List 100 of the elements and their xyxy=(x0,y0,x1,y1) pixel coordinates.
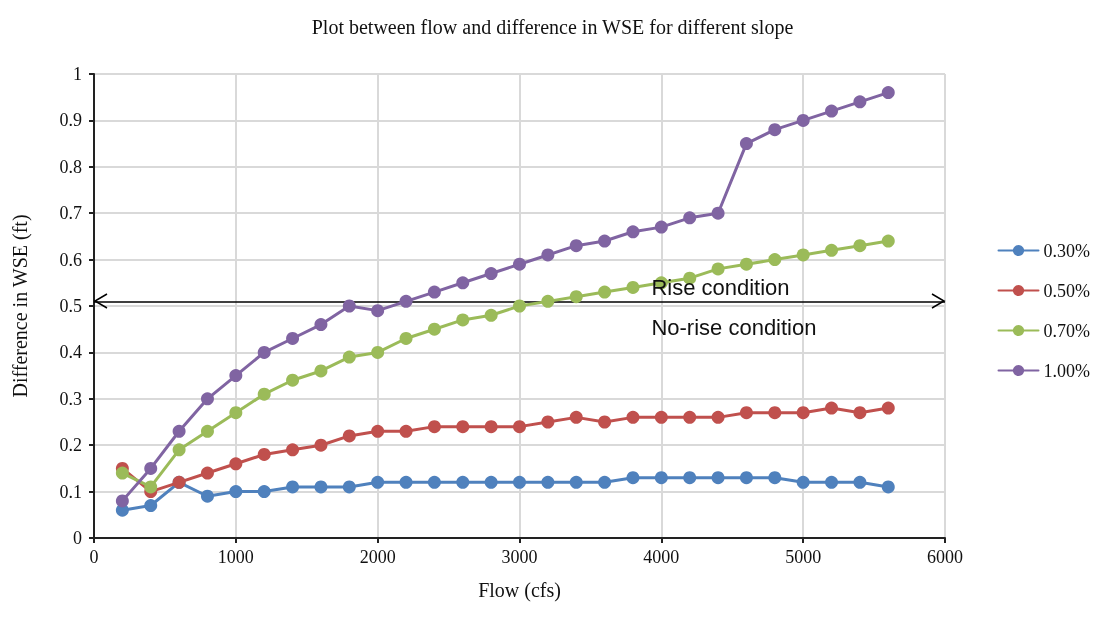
y-axis-title: Difference in WSE (ft) xyxy=(9,214,32,398)
x-tick-label: 0 xyxy=(89,547,99,567)
point xyxy=(427,322,441,336)
point xyxy=(144,461,158,475)
point xyxy=(881,401,895,415)
point xyxy=(626,471,640,485)
point xyxy=(853,95,867,109)
point xyxy=(314,480,328,494)
point xyxy=(569,410,583,424)
point xyxy=(711,262,725,276)
point xyxy=(626,225,640,239)
point xyxy=(739,257,753,271)
point xyxy=(200,489,214,503)
y-tick-label: 0.5 xyxy=(59,296,82,316)
point xyxy=(399,424,413,438)
x-tick-label: 5000 xyxy=(785,547,822,567)
y-tick-label: 0.1 xyxy=(59,481,82,502)
point xyxy=(654,220,668,234)
point xyxy=(513,420,526,434)
point xyxy=(626,280,640,294)
chart-title: Plot between flow and difference in WSE for different slope xyxy=(311,16,794,39)
point xyxy=(371,345,385,359)
x-tick-label: 1000 xyxy=(217,547,254,567)
point xyxy=(342,429,356,443)
y-tick-label: 0.9 xyxy=(59,110,82,131)
point xyxy=(399,475,413,489)
x-tick-label: 2000 xyxy=(359,547,396,567)
legend-label: 1.00% xyxy=(1043,360,1091,381)
point xyxy=(342,480,356,494)
point xyxy=(200,424,214,438)
point xyxy=(484,308,498,322)
point xyxy=(881,234,895,248)
point xyxy=(314,364,328,378)
point xyxy=(711,206,725,220)
point xyxy=(569,290,583,304)
point xyxy=(229,485,243,499)
point xyxy=(399,294,413,308)
point xyxy=(172,443,186,457)
legend-label: 0.70% xyxy=(1043,320,1091,341)
point xyxy=(796,406,810,420)
point xyxy=(427,420,441,434)
point xyxy=(314,438,328,452)
point xyxy=(427,285,441,299)
point xyxy=(427,475,441,489)
point xyxy=(257,345,271,359)
point xyxy=(825,475,839,489)
point xyxy=(399,331,413,345)
point xyxy=(484,475,498,489)
y-tick-label: 0.3 xyxy=(59,388,82,409)
point xyxy=(286,331,300,345)
point xyxy=(569,239,583,253)
y-tick-label: 0 xyxy=(73,528,82,548)
point xyxy=(541,475,555,489)
point xyxy=(371,475,385,489)
point xyxy=(598,415,612,429)
y-tick-label: 0.7 xyxy=(59,203,82,224)
point xyxy=(626,410,640,424)
x-tick-label: 6000 xyxy=(927,547,963,567)
y-tick-label: 1 xyxy=(73,64,82,84)
y-tick-label: 0.4 xyxy=(59,342,82,363)
point xyxy=(796,248,810,262)
point xyxy=(683,410,697,424)
point xyxy=(286,373,300,387)
point xyxy=(229,369,243,383)
point xyxy=(342,350,356,364)
point xyxy=(456,313,470,327)
y-tick-label: 0.8 xyxy=(59,156,82,177)
point xyxy=(342,299,356,313)
point xyxy=(513,257,526,271)
point xyxy=(739,406,753,420)
point xyxy=(825,104,839,118)
y-tick-label: 0.2 xyxy=(59,435,82,456)
point xyxy=(654,410,668,424)
point xyxy=(796,475,810,489)
point xyxy=(513,475,526,489)
point xyxy=(257,485,271,499)
point xyxy=(711,410,725,424)
point xyxy=(881,86,895,100)
point xyxy=(456,420,470,434)
point xyxy=(541,415,555,429)
point xyxy=(456,475,470,489)
point xyxy=(115,494,129,508)
y-tick-label: 0.6 xyxy=(59,249,82,270)
point xyxy=(257,387,271,401)
point xyxy=(825,401,839,415)
legend-label: 0.50% xyxy=(1043,280,1091,301)
point xyxy=(513,299,526,313)
point xyxy=(144,499,158,513)
point xyxy=(654,471,668,485)
point xyxy=(768,253,782,267)
point xyxy=(768,471,782,485)
point xyxy=(598,234,612,248)
point xyxy=(711,471,725,485)
point xyxy=(683,211,697,225)
point xyxy=(200,392,214,406)
x-axis-title: Flow (cfs) xyxy=(478,579,561,602)
point xyxy=(229,457,243,471)
point xyxy=(853,406,867,420)
point xyxy=(484,420,498,434)
point xyxy=(598,285,612,299)
